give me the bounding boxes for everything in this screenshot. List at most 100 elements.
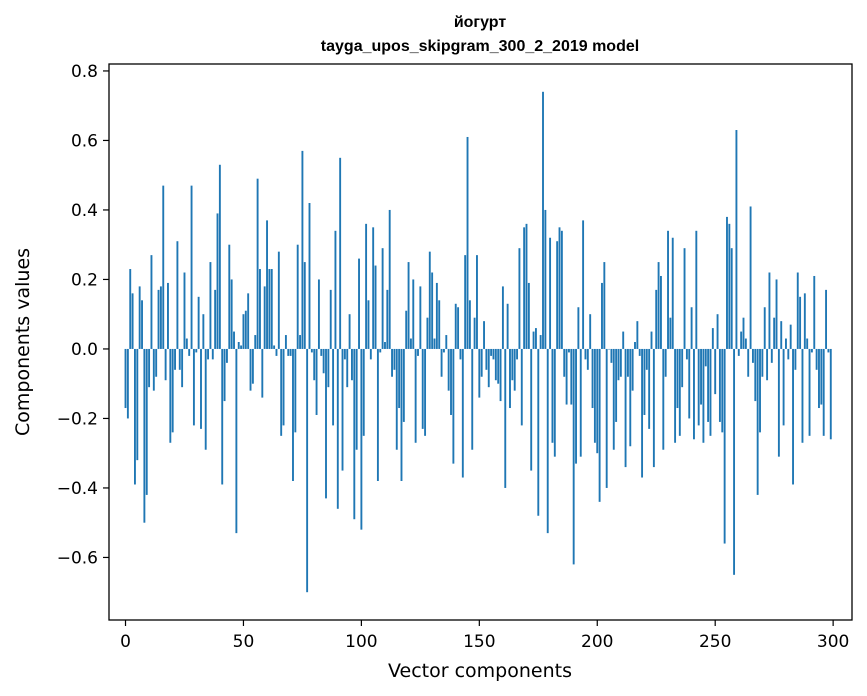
bar: [759, 348, 761, 433]
bar: [579, 348, 582, 457]
bar: [605, 348, 608, 488]
y-tick-label: 0.8: [71, 62, 98, 82]
bar: [754, 348, 757, 402]
bar: [339, 157, 342, 349]
bar: [584, 348, 587, 360]
bar: [214, 289, 217, 349]
bar: [162, 185, 165, 349]
bar: [485, 348, 488, 370]
bar: [299, 335, 301, 349]
bar: [428, 251, 431, 349]
bar: [317, 279, 320, 349]
bar: [148, 348, 151, 388]
bar: [310, 348, 313, 353]
bar: [674, 348, 677, 443]
bar: [487, 348, 490, 388]
bar: [577, 307, 580, 349]
chart-subtitle: tayga_upos_skipgram_300_2_2019 model: [321, 38, 639, 55]
bar: [638, 348, 641, 356]
bar: [393, 348, 396, 370]
bar: [289, 348, 292, 356]
bar: [782, 348, 785, 426]
x-axis-label: Vector components: [388, 660, 572, 682]
bar: [450, 348, 452, 415]
bar: [306, 348, 309, 593]
bar: [346, 348, 349, 388]
bar: [775, 279, 778, 349]
bar: [575, 348, 577, 464]
bar: [459, 348, 462, 360]
bar: [327, 348, 330, 388]
bar: [730, 248, 733, 349]
bar: [322, 348, 325, 374]
bar: [188, 348, 191, 356]
bar: [549, 237, 552, 349]
bar: [273, 345, 276, 349]
bar: [381, 248, 384, 349]
bar: [348, 314, 351, 349]
bar: [334, 230, 337, 349]
bar: [402, 348, 405, 422]
bar: [586, 348, 589, 370]
bar: [136, 348, 139, 461]
bar: [742, 317, 745, 349]
bar: [612, 348, 615, 450]
bar: [534, 328, 537, 349]
x-tick-label: 100: [345, 632, 377, 652]
bar: [598, 348, 601, 502]
bar: [636, 321, 639, 349]
bar: [827, 348, 830, 353]
x-tick-label: 300: [817, 632, 849, 652]
bar: [424, 348, 427, 436]
bar: [461, 348, 464, 478]
bar: [735, 130, 738, 349]
bar: [648, 348, 651, 429]
x-tick-label: 150: [463, 632, 495, 652]
bar: [197, 296, 200, 349]
bar: [145, 348, 148, 495]
bar: [164, 348, 167, 381]
bar: [447, 348, 450, 391]
bar: [473, 317, 476, 349]
bar: [395, 348, 398, 450]
bar: [815, 348, 818, 370]
bar: [527, 282, 530, 349]
bar: [523, 227, 526, 349]
bar: [780, 321, 783, 349]
bar: [568, 348, 570, 353]
bar: [768, 272, 771, 349]
bar: [237, 342, 240, 349]
bar: [565, 348, 568, 405]
bar: [721, 348, 724, 433]
bar: [388, 209, 391, 349]
bar: [520, 348, 523, 426]
bar: [667, 230, 669, 349]
bar: [480, 348, 483, 377]
bar: [405, 310, 408, 349]
bar: [256, 178, 259, 349]
bar: [728, 223, 731, 349]
bar: [789, 324, 792, 349]
bar: [261, 348, 264, 398]
bar: [240, 345, 243, 349]
bar: [596, 348, 599, 454]
bar: [506, 303, 509, 349]
bar: [740, 331, 743, 349]
bar: [419, 286, 422, 349]
bar: [695, 230, 698, 349]
bar: [445, 335, 448, 349]
bar: [773, 317, 776, 349]
bar: [563, 348, 566, 377]
bar: [457, 307, 460, 349]
bar: [280, 348, 283, 436]
bar: [433, 338, 436, 349]
y-tick-label: −0.4: [57, 479, 98, 499]
bar: [678, 348, 681, 436]
bar: [582, 220, 585, 349]
bar: [501, 286, 504, 349]
bar: [671, 237, 674, 349]
bar: [379, 348, 382, 353]
y-tick-label: −0.6: [57, 548, 98, 568]
bar: [603, 262, 606, 349]
bar: [466, 136, 469, 349]
